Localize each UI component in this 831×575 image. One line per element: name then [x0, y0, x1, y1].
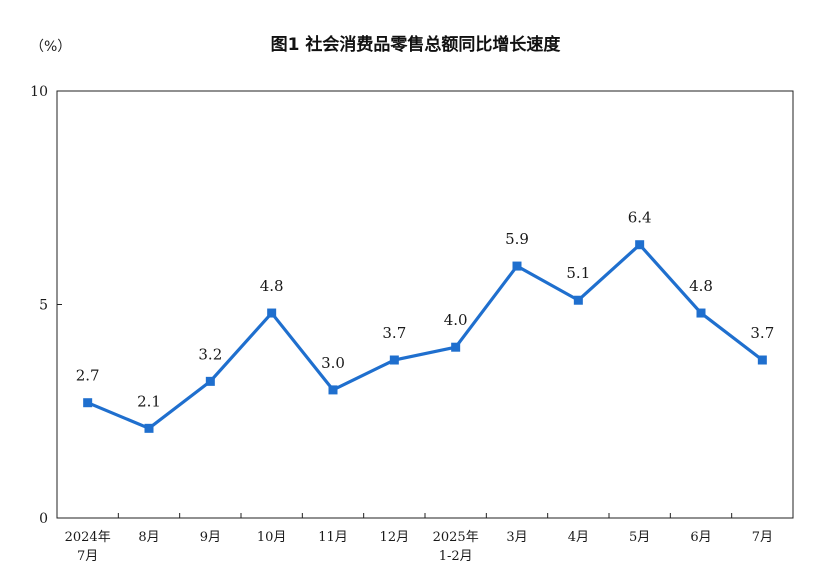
data-label: 4.8 — [689, 277, 713, 295]
data-label: 5.9 — [505, 230, 529, 248]
y-tick-label: 10 — [30, 84, 48, 100]
data-label: 5.1 — [566, 264, 590, 282]
data-label: 4.0 — [444, 311, 468, 329]
x-tick-label: 7月 — [752, 530, 773, 545]
data-point — [635, 240, 645, 250]
data-label: 6.4 — [628, 209, 652, 227]
data-label: 2.1 — [137, 392, 161, 410]
data-point — [512, 261, 522, 271]
x-tick-label: 5月 — [629, 530, 650, 545]
series-line — [87, 242, 764, 431]
y-tick-label: 5 — [39, 298, 48, 314]
x-tick-label: 2024年 — [65, 530, 111, 545]
x-tick-label: 1-2月 — [439, 549, 473, 564]
data-label: 3.7 — [382, 324, 406, 342]
x-tick-label: 12月 — [380, 530, 410, 545]
data-point — [267, 308, 277, 318]
data-point — [328, 385, 338, 395]
y-unit-label: （%） — [30, 39, 72, 55]
x-tick-label: 4月 — [568, 530, 589, 545]
y-tick-label: 0 — [39, 511, 48, 527]
plot-frame — [56, 90, 794, 519]
data-point — [451, 342, 461, 352]
x-tick-label: 7月 — [77, 549, 98, 564]
x-tick-label: 11月 — [318, 530, 348, 545]
data-label: 3.7 — [750, 324, 774, 342]
data-point — [389, 355, 399, 365]
x-tick-label: 3月 — [506, 530, 527, 545]
data-point — [144, 423, 154, 433]
x-tick-label: 8月 — [138, 530, 159, 545]
data-label: 4.8 — [260, 277, 284, 295]
chart-title: 图1 社会消费品零售总额同比增长速度 — [270, 35, 561, 55]
data-label: 2.7 — [76, 367, 100, 385]
data-point — [696, 308, 706, 318]
data-point — [573, 295, 583, 305]
x-tick-label: 2025年 — [433, 530, 479, 545]
data-label: 3.0 — [321, 354, 345, 372]
data-point — [205, 376, 215, 386]
x-tick-label: 10月 — [257, 530, 287, 545]
x-tick-label: 9月 — [200, 530, 221, 545]
x-tick-label: 6月 — [690, 530, 711, 545]
data-point — [83, 398, 93, 408]
data-label: 3.2 — [198, 345, 222, 363]
data-point — [757, 355, 767, 365]
